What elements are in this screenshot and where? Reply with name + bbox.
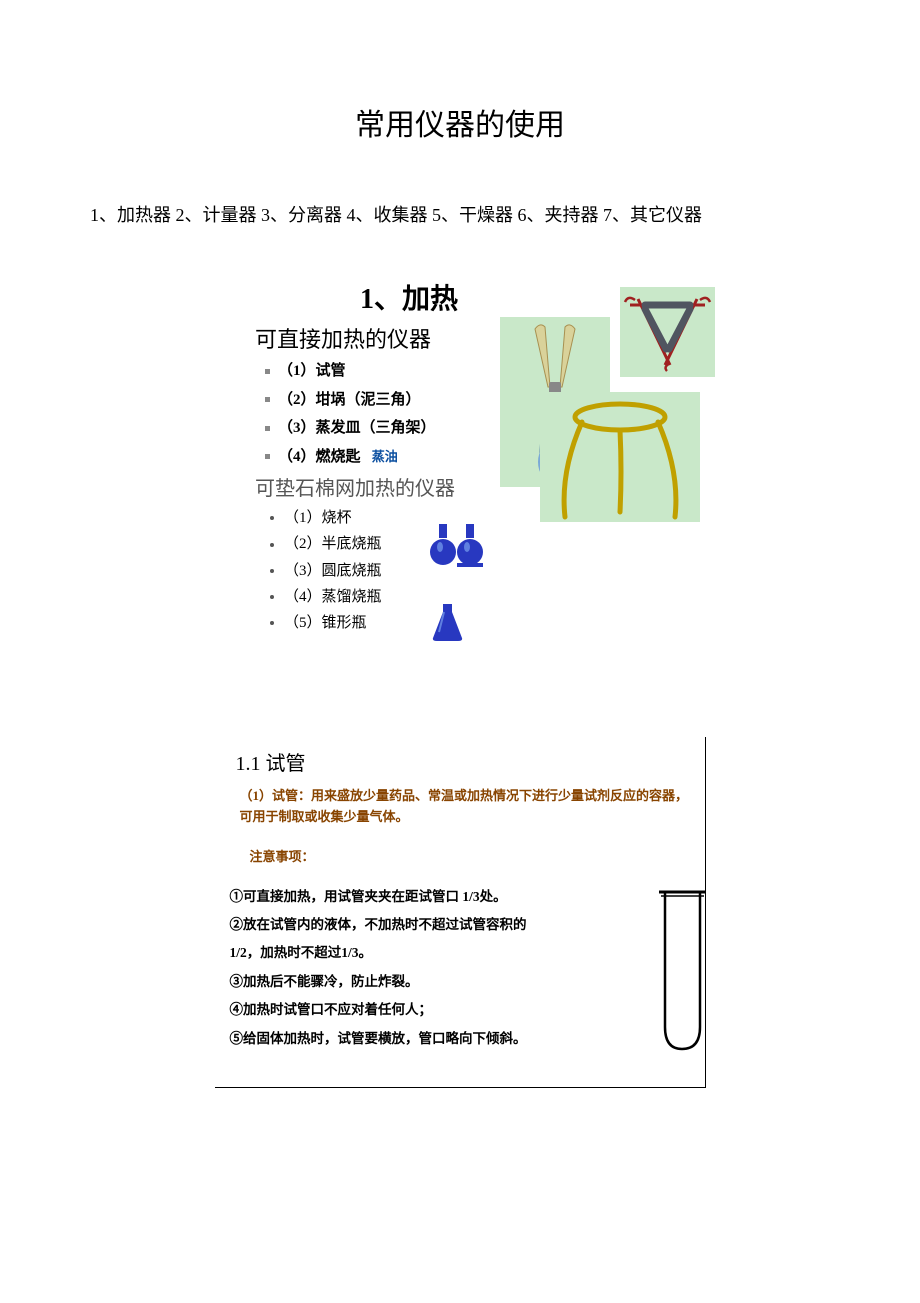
slide2-heading: 1.1 试管 bbox=[236, 747, 690, 776]
slide1-list-direct: （1）试管 （2）坩埚（泥三角） （3）蒸发皿（三角架） （4）燃烧匙 蒸油 bbox=[265, 357, 436, 471]
bullet-icon bbox=[265, 369, 270, 374]
list-item: （5）锥形瓶 bbox=[284, 610, 367, 636]
slide1-heading: 1、加热 bbox=[360, 277, 458, 317]
tripod-stand-image bbox=[540, 392, 700, 522]
bullet-icon bbox=[265, 426, 270, 431]
list-item: （2）坩埚（泥三角） bbox=[278, 386, 421, 415]
page-title: 常用仪器的使用 bbox=[90, 100, 830, 144]
ruyi-label: 蒸油 bbox=[372, 445, 398, 470]
list-item: （4）蒸馏烧瓶 bbox=[284, 584, 382, 610]
slide-test-tube: 1.1 试管 （1）试管：用来盛放少量药品、常温或加热情况下进行少量试剂反应的容… bbox=[215, 737, 706, 1088]
bullet-icon bbox=[270, 569, 274, 573]
note-item: ②放在试管内的液体，不加热时不超过试管容积的1/2，加热时不超过1/3。 bbox=[230, 911, 550, 968]
bullet-icon bbox=[270, 543, 274, 547]
list-item: （3）蒸发皿（三角架） bbox=[278, 414, 436, 443]
bullet-icon bbox=[265, 454, 270, 459]
bullet-icon bbox=[265, 397, 270, 402]
bullet-icon bbox=[270, 595, 274, 599]
slide2-note-label: 注意事项： bbox=[250, 846, 690, 865]
note-item: ①可直接加热，用试管夹夹在距试管口 1/3处。 bbox=[230, 883, 550, 911]
note-item: ③加热后不能骤冷，防止炸裂。 bbox=[230, 968, 550, 996]
bullet-icon bbox=[270, 516, 274, 520]
list-item: （4）燃烧匙 bbox=[278, 443, 361, 472]
note-item: ④加热时试管口不应对着任何人； bbox=[230, 996, 550, 1024]
slide1-subheading-indirect: 可垫石棉网加热的仪器 bbox=[255, 472, 455, 501]
slide2-description: （1）试管：用来盛放少量药品、常温或加热情况下进行少量试剂反应的容器，可用于制取… bbox=[240, 786, 690, 828]
list-item: （2）半底烧瓶 bbox=[284, 531, 382, 557]
conical-flask-image bbox=[430, 602, 465, 642]
round-flasks-image bbox=[430, 522, 485, 572]
slide2-notes-list: ①可直接加热，用试管夹夹在距试管口 1/3处。 ②放在试管内的液体，不加热时不超… bbox=[230, 883, 550, 1053]
intro-text: 1、加热器 2、计量器 3、分离器 4、收集器 5、干燥器 6、夹持器 7、其它… bbox=[90, 194, 830, 237]
slide1-list-indirect: （1）烧杯 （2）半底烧瓶 （3）圆底烧瓶 （4）蒸馏烧瓶 （5）锥形瓶 bbox=[270, 505, 382, 636]
clay-triangle-image bbox=[620, 287, 715, 377]
list-item: （1）试管 bbox=[278, 357, 346, 386]
bullet-icon bbox=[270, 621, 274, 625]
document-page: 常用仪器的使用 1、加热器 2、计量器 3、分离器 4、收集器 5、干燥器 6、… bbox=[0, 0, 920, 1288]
list-item: （3）圆底烧瓶 bbox=[284, 558, 382, 584]
list-item: （1）烧杯 bbox=[284, 505, 352, 531]
note-item: ⑤给固体加热时，试管要横放，管口略向下倾斜。 bbox=[230, 1025, 550, 1053]
test-tube-image bbox=[655, 887, 710, 1057]
slide-heating: 1、加热 可直接加热的仪器 （1）试管 （2）坩埚（泥三角） （3）蒸发皿（三角… bbox=[230, 277, 690, 657]
slide1-subheading-direct: 可直接加热的仪器 bbox=[255, 322, 431, 354]
